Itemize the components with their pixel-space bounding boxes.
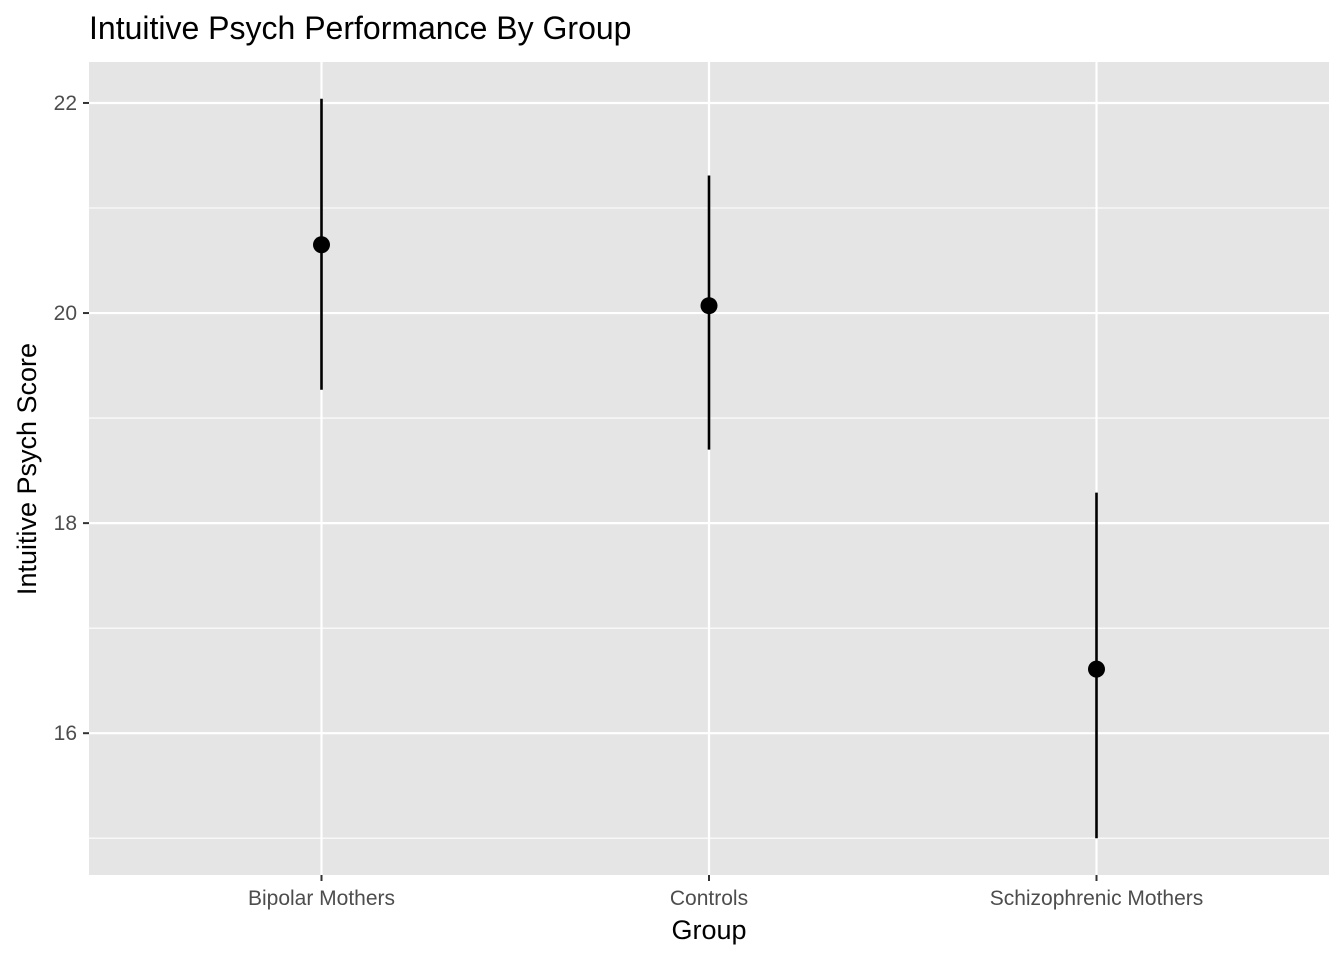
- y-tick-label: 18: [54, 512, 77, 535]
- y-axis-title: Intuitive Psych Score: [12, 343, 42, 595]
- y-tick-label: 22: [54, 92, 77, 115]
- y-tick-label: 20: [54, 302, 77, 325]
- chart-title: Intuitive Psych Performance By Group: [89, 10, 631, 46]
- x-tick-label: Bipolar Mothers: [248, 887, 395, 910]
- x-axis-title: Group: [671, 915, 746, 945]
- y-tick-label: 16: [54, 722, 77, 745]
- data-point: [313, 236, 330, 254]
- data-marks: [313, 98, 1105, 839]
- x-tick-label: Schizophrenic Mothers: [990, 887, 1204, 910]
- x-tick-label: Controls: [670, 887, 748, 910]
- y-axis: 16 18 20 22: [54, 92, 89, 745]
- data-point: [1088, 660, 1105, 678]
- x-axis: Bipolar Mothers Controls Schizophrenic Mot…: [248, 875, 1203, 910]
- data-point: [700, 297, 718, 315]
